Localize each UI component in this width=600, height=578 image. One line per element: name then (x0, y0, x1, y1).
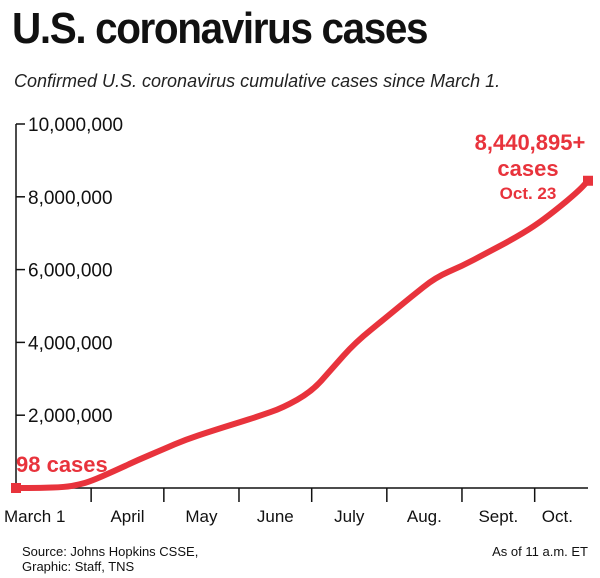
chart-axes (15, 124, 588, 489)
cases-series-line (13, 177, 592, 491)
y-tick-label: 8,000,000 (28, 188, 113, 209)
x-tick-label: March 1 (4, 507, 65, 526)
y-tick-label: 10,000,000 (28, 115, 123, 136)
chart-ticks: 2,000,000 4,000,000 6,000,000 8,000,000 10,0… (4, 115, 573, 526)
y-tick-label: 2,000,000 (28, 406, 113, 427)
end-point-marker (583, 175, 593, 186)
source-line: Source: Johns Hopkins CSSE, (22, 544, 199, 559)
end-annotation-date: Oct. 23 (500, 184, 557, 203)
x-tick-label: Oct. (542, 507, 573, 526)
end-annotation-value: 8,440,895+ (475, 130, 586, 155)
x-tick-label: April (110, 507, 144, 526)
chart-series (11, 175, 593, 493)
graphic-credit-line: Graphic: Staff, TNS (22, 559, 135, 574)
source-credit: Source: Johns Hopkins CSSE, Graphic: Sta… (22, 544, 198, 574)
start-point-marker (11, 482, 21, 493)
y-tick-label: 6,000,000 (28, 261, 113, 282)
x-tick-label: Sept. (478, 507, 518, 526)
x-tick-label: May (185, 507, 218, 526)
end-annotation-unit: cases (497, 156, 558, 181)
x-tick-label: Aug. (407, 507, 442, 526)
x-tick-label: June (257, 507, 294, 526)
chart-subtitle: Confirmed U.S. coronavirus cumulative ca… (14, 71, 501, 91)
chart-title: U.S. coronavirus cases (12, 4, 429, 53)
timestamp-note: As of 11 a.m. ET (492, 544, 588, 559)
start-annotation-label: 98 cases (16, 452, 108, 477)
x-tick-label: July (334, 507, 365, 526)
chart-annotations: 98 cases 8,440,895+cases Oct. 23 (16, 130, 585, 477)
y-tick-label: 4,000,000 (28, 333, 113, 354)
